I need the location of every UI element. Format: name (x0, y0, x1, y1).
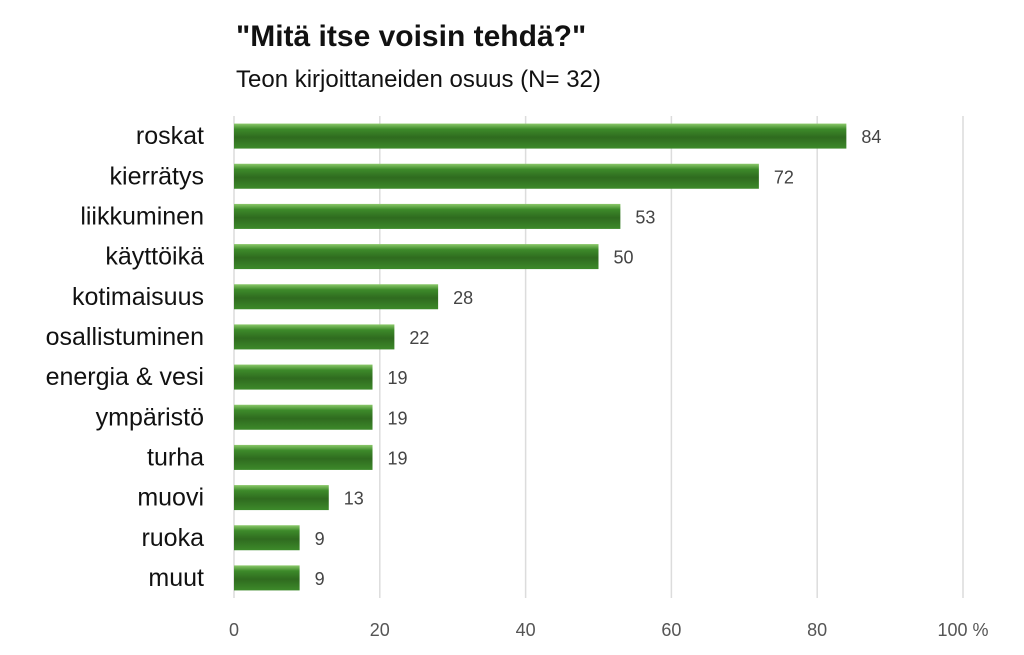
x-tick-label: 60 (661, 620, 681, 640)
category-label: kotimaisuus (72, 283, 204, 311)
data-label: 19 (388, 368, 408, 388)
category-label: turha (147, 443, 204, 471)
category-label: muut (148, 564, 204, 592)
x-tick-label: 0 (229, 620, 239, 640)
category-label: käyttöikä (105, 243, 204, 271)
bar (234, 485, 329, 511)
category-label: osallistuminen (46, 323, 204, 351)
data-label: 50 (614, 248, 634, 268)
bar (234, 565, 300, 591)
category-label: kierrätys (110, 162, 204, 190)
data-label: 72 (774, 167, 794, 187)
bar (234, 284, 439, 310)
data-label: 53 (635, 207, 655, 227)
bars (234, 123, 847, 591)
category-label: ympäristö (96, 403, 204, 431)
x-tick-label: 100 % (937, 620, 988, 640)
data-label: 9 (315, 569, 325, 589)
data-label: 84 (861, 127, 881, 147)
bar (234, 163, 759, 189)
data-label: 22 (409, 328, 429, 348)
data-label: 13 (344, 489, 364, 509)
category-label: ruoka (141, 524, 204, 552)
data-label: 28 (453, 288, 473, 308)
bar (234, 203, 621, 229)
category-label: roskat (136, 122, 204, 150)
bar (234, 324, 395, 350)
chart-subtitle: Teon kirjoittaneiden osuus (N= 32) (236, 66, 601, 93)
x-axis-ticks: 0 20 40 60 80 100 % (229, 620, 989, 640)
category-label: energia & vesi (46, 363, 204, 391)
data-label: 9 (315, 529, 325, 549)
data-label: 19 (388, 448, 408, 468)
bar (234, 123, 847, 149)
bar (234, 244, 599, 270)
category-label: muovi (137, 484, 204, 512)
bar (234, 525, 300, 551)
bar (234, 404, 373, 430)
category-label: liikkuminen (80, 202, 204, 230)
bar (234, 444, 373, 470)
x-tick-label: 80 (807, 620, 827, 640)
x-tick-label: 40 (516, 620, 536, 640)
bar (234, 364, 373, 390)
chart-title: "Mitä itse voisin tehdä?" (236, 20, 587, 53)
x-tick-label: 20 (370, 620, 390, 640)
category-labels: roskat kierrätys liikkuminen käyttöikä kotim… (46, 122, 205, 592)
gridlines (233, 116, 964, 598)
data-label: 19 (388, 408, 408, 428)
